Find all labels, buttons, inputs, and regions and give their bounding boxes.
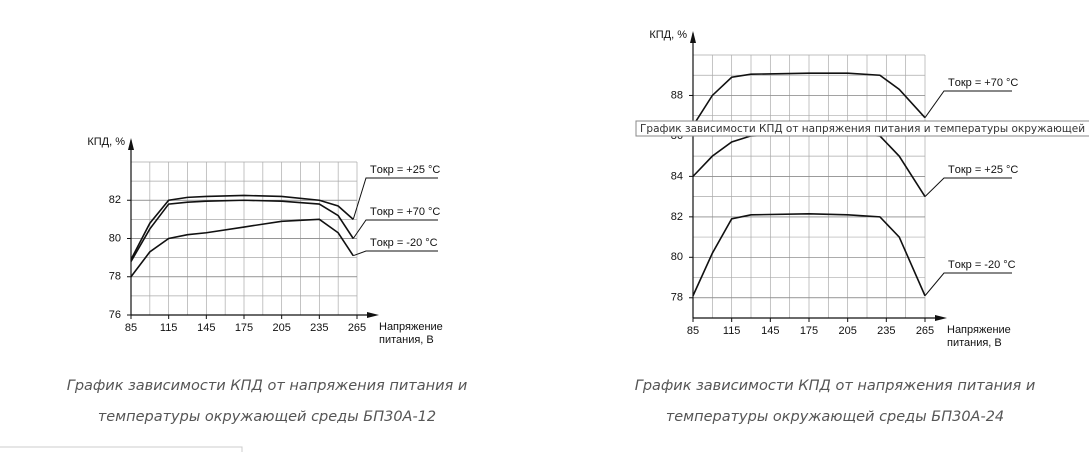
x-tick-label: 175 [235,322,253,334]
label-leader [924,272,1012,297]
legend-label: Tокр = +70 °C [370,206,440,218]
x-tick-label: 235 [310,322,328,334]
y-tick-label: 88 [671,89,683,101]
x-tick-label: 175 [800,325,818,337]
legend-label: Tокр = -20 °C [948,259,1016,271]
x-arrow [935,315,947,321]
input-box[interactable] [0,446,243,452]
y-tick-label: 78 [109,271,121,283]
caption: температуры окружающей среды БП30А-24 [666,409,1004,425]
y-tick-label: 80 [671,251,683,263]
y-tick-label: 82 [671,211,683,223]
x-tick-label: 265 [916,325,934,337]
series-line [130,199,354,262]
series-line [692,72,926,127]
x-tick-label: 205 [272,322,290,334]
x-tick-label: 265 [348,322,366,334]
y-axis-label: КПД, % [649,29,687,41]
label-leader [924,90,1012,119]
series-line [692,213,926,297]
x-arrow [367,312,379,318]
tooltip: График зависимости КПД от напряжения пит… [635,120,1089,137]
y-tick-label: 78 [671,292,683,304]
caption: температуры окружающей среды БП30А-12 [98,409,436,425]
x-axis-label: питания, В [379,334,434,346]
legend-label: Tокр = -20 °C [370,237,438,249]
x-tick-label: 145 [761,325,779,337]
x-axis-label: питания, В [947,337,1002,349]
y-tick-label: 80 [109,232,121,244]
x-tick-label: 85 [125,322,137,334]
y-tick-label: 82 [109,194,121,206]
tooltip-box [635,120,1089,137]
series-line [130,218,354,278]
x-tick-label: 205 [838,325,856,337]
y-axis-label: КПД, % [87,136,125,148]
x-axis-label: Напряжение [379,321,443,333]
x-tick-label: 115 [723,325,741,337]
x-tick-label: 85 [687,325,699,337]
legend-label: Tокр = +25 °C [370,164,440,176]
x-axis-label: Напряжение [947,324,1011,336]
y-arrow [128,138,134,150]
x-tick-label: 145 [197,322,215,334]
y-tick-label: 76 [109,309,121,321]
legend-label: Tокр = +70 °C [948,77,1018,89]
label-leader [352,177,438,220]
caption: График зависимости КПД от напряжения пит… [635,378,1036,394]
series-line [130,194,354,260]
label-leader [924,177,1012,197]
label-leader [353,250,438,257]
legend-label: Tокр = +25 °C [948,164,1018,176]
tooltip-text: График зависимости КПД от напряжения пит… [640,123,1089,135]
x-tick-label: 235 [877,325,895,337]
caption: График зависимости КПД от напряжения пит… [67,378,468,394]
label-leader [352,219,438,239]
x-tick-label: 115 [160,322,178,334]
y-arrow [690,31,696,43]
y-tick-label: 84 [671,170,683,182]
